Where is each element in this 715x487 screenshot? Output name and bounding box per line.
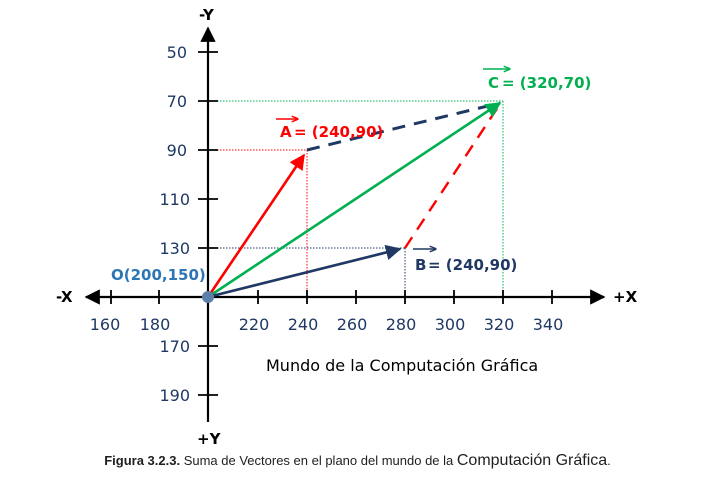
vector-c-label: = (320,70) [502,74,591,92]
x-tick-label: 160 [90,315,121,334]
caption-end: . [607,453,611,468]
y-tick-label: 50 [167,43,187,62]
vector-b-arrow [207,244,402,299]
y-tick-label: 90 [167,141,187,160]
vector-a-label-group: A = (240,90) [276,119,383,141]
pos-x-label: +X [613,288,638,306]
pos-y-label: +Y [197,430,222,448]
x-tick-label: 280 [386,315,417,334]
vector-b-label-group: B = (240,90) [413,249,517,274]
world-label: Mundo de la Computación Gráfica [266,356,538,375]
axes [84,26,606,422]
vector-c-arrow [207,101,502,299]
vector-b-translated-dashed [306,101,501,152]
vector-sum-diagram: -X +X -Y +Y 160 180 220 240 260 280 300 … [56,6,638,448]
caption-emphasis: Computación Gráfica [456,452,608,469]
y-tick-label: 70 [167,92,187,111]
vector-a-label: = (240,90) [294,123,383,141]
vector-a-arrow [206,153,306,298]
y-tick-marks [198,51,218,396]
x-tick-label: 340 [533,315,564,334]
vector-a-translated-dashed [403,103,502,249]
neg-y-label: -Y [199,6,215,24]
vector-b-label: = (240,90) [428,256,517,274]
x-tick-label: 240 [288,315,319,334]
x-tick-label: 220 [239,315,270,334]
caption-figure-number: Figura 3.2.3. [104,453,181,468]
y-tick-label: 190 [159,386,190,405]
origin-label: O(200,150) [111,266,206,284]
x-tick-label: 260 [337,315,368,334]
x-tick-marks [110,290,553,304]
x-tick-labels: 160 180 220 240 260 280 300 320 340 [90,315,564,334]
neg-x-label: -X [56,288,73,306]
vector-c-label-group: C = (320,70) [483,69,591,92]
guide-lines [208,100,504,297]
y-tick-label: 130 [159,239,190,258]
caption-text: Suma de Vectores en el plano del mundo d… [180,453,457,468]
x-tick-label: 300 [435,315,466,334]
origin-dot [202,291,214,303]
x-tick-label: 320 [484,315,515,334]
y-tick-label: 170 [159,337,190,356]
y-tick-label: 110 [159,190,190,209]
y-tick-labels: 50 70 90 110 130 170 190 [159,43,190,405]
x-tick-label: 180 [140,315,171,334]
vector-b-name: B [415,256,426,274]
vector-c-name: C [488,74,499,92]
vector-a-name: A [280,123,292,141]
figure-caption: Figura 3.2.3. Suma de Vectores en el pla… [0,452,715,470]
